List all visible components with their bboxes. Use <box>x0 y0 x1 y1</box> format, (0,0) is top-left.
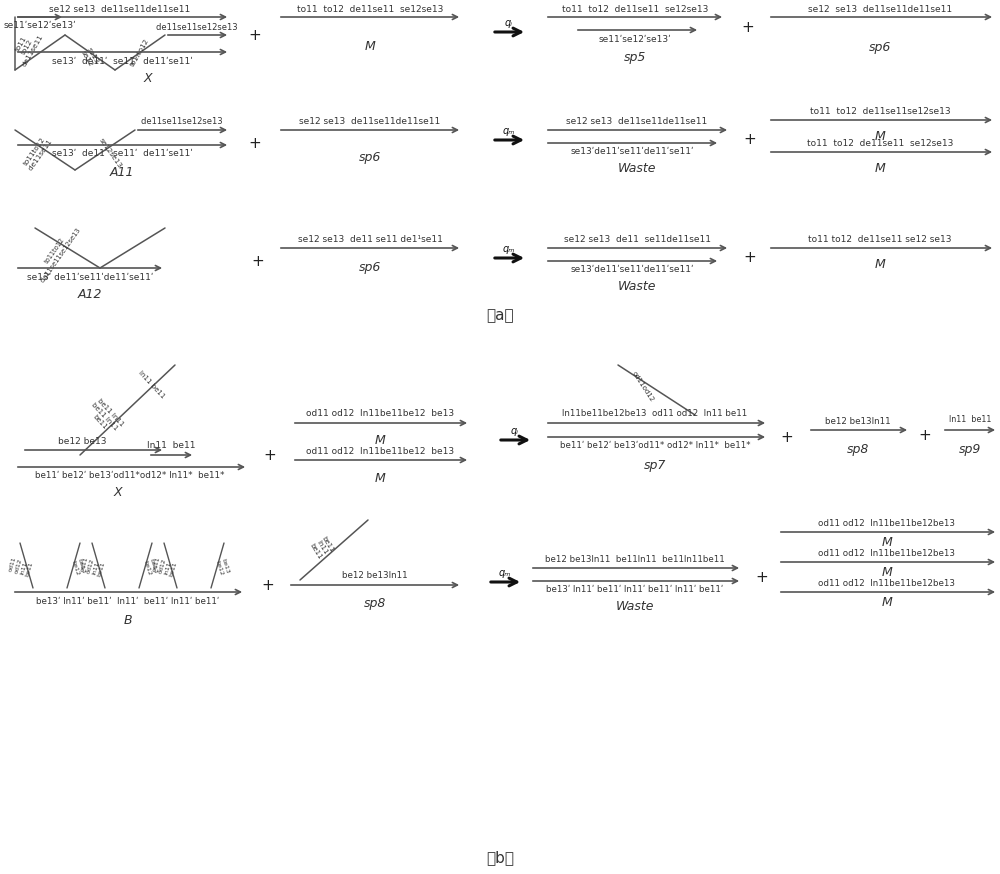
Text: od11 od12  ln11​be11​be12​be13: od11 od12 ln11​be11​be12​be13 <box>818 518 956 528</box>
Text: A12: A12 <box>78 288 102 301</box>
Text: X: X <box>114 485 122 498</box>
Text: sp8: sp8 <box>364 596 386 609</box>
Text: +: + <box>249 27 261 43</box>
Text: +: + <box>742 20 754 36</box>
Text: Waste: Waste <box>618 162 656 175</box>
Text: be13
be12: be13 be12 <box>215 558 229 576</box>
Text: +: + <box>781 429 793 445</box>
Text: se11ʹse12ʹse13ʹ: se11ʹse12ʹse13ʹ <box>4 22 76 31</box>
Text: +: + <box>756 571 768 586</box>
Text: be11ʹ be12ʹ be13ʹod11* od12* ln11*  be11*: be11ʹ be12ʹ be13ʹod11* od12* ln11* be11* <box>560 441 750 450</box>
Text: od11
od12
ln11
be11: od11 od12 ln11 be11 <box>80 556 106 578</box>
Text: se12 se13  de11​se11​de11​se11: se12 se13 de11​se11​de11​se11 <box>566 117 708 127</box>
Text: M: M <box>875 259 885 272</box>
Text: M: M <box>375 471 385 484</box>
Text: sp7: sp7 <box>644 459 666 471</box>
Text: Waste: Waste <box>618 280 656 293</box>
Text: se12  se13  de11​se11​de11​se11: se12 se13 de11​se11​de11​se11 <box>808 4 952 13</box>
Text: sp6: sp6 <box>359 261 381 274</box>
Text: od11 od12  ln11​be11​be12​be13: od11 od12 ln11​be11​be12​be13 <box>818 549 956 558</box>
Text: sp6: sp6 <box>869 40 891 53</box>
Text: qₘ: qₘ <box>499 568 511 578</box>
Text: se13ʹde11ʹse11ʹde11ʹse11ʹ: se13ʹde11ʹse11ʹde11ʹse11ʹ <box>570 266 694 274</box>
Text: sp5: sp5 <box>624 51 646 64</box>
Text: od11
od12
ln11
be11: od11 od12 ln11 be11 <box>8 556 34 578</box>
Text: to11  to12  de11​se11  se12se13: to11 to12 de11​se11 se12se13 <box>297 4 443 13</box>
Text: se12 se13  de11​se11​de11​se11: se12 se13 de11​se11​de11​se11 <box>49 4 191 13</box>
Text: M: M <box>365 40 375 53</box>
Text: +: + <box>264 447 276 462</box>
Text: be12 be13​ln11: be12 be13​ln11 <box>825 417 891 426</box>
Text: be12 be13​ln11: be12 be13​ln11 <box>342 572 408 580</box>
Text: od11 od12  ln11​be11​be12​be13: od11 od12 ln11​be11​be12​be13 <box>818 579 956 587</box>
Text: to11 to12  de11​se11 se12 se13: to11 to12 de11​se11 se12 se13 <box>808 235 952 245</box>
Text: +: + <box>249 135 261 150</box>
Text: be13ʹ ln11ʹ be11ʹ ln11ʹ be11ʹ ln11ʹ be11ʹ: be13ʹ ln11ʹ be11ʹ ln11ʹ be11ʹ ln11ʹ be11… <box>546 586 724 594</box>
Text: de11​se11​se12​se13: de11​se11​se12​se13 <box>141 117 223 127</box>
Text: se13ʹ  de11ʹ  se11ʹ  de11ʹse11ʹ: se13ʹ de11ʹ se11ʹ de11ʹse11ʹ <box>52 149 192 158</box>
Text: od11od12: od11od12 <box>631 371 655 404</box>
Text: to11
to12
de11se11: to11 to12 de11se11 <box>9 26 45 67</box>
Text: be12 be13​ln11  be11​ln11  be11​ln11​be11: be12 be13​ln11 be11​ln11 be11​ln11​be11 <box>545 554 725 564</box>
Text: be11
ln11
be11: be11 ln11 be11 <box>309 535 335 561</box>
Text: se12se13: se12se13 <box>98 137 122 169</box>
Text: se11ʹse12ʹse13ʹ: se11ʹse12ʹse13ʹ <box>599 34 671 44</box>
Text: M: M <box>875 162 885 175</box>
Text: M: M <box>882 565 892 579</box>
Text: sp9: sp9 <box>959 442 981 455</box>
Text: M: M <box>882 595 892 608</box>
Text: se12 se13  de11 se11 de1¹se11: se12 se13 de11 se11 de1¹se11 <box>298 235 442 245</box>
Text: od11
od12
ln11
be11: od11 od12 ln11 be11 <box>152 556 178 578</box>
Text: ln11 be11: ln11 be11 <box>138 370 166 400</box>
Text: od11 od12  ln11​be11​be12  be13: od11 od12 ln11​be11​be12 be13 <box>306 410 454 419</box>
Text: to11to12
de11​se11​se12se13: to11to12 de11​se11​se12se13 <box>34 223 82 283</box>
Text: to11  to12  de11​se11  se12se13: to11 to12 de11​se11 se12se13 <box>562 4 708 13</box>
Text: be13
be12: be13 be12 <box>71 558 85 576</box>
Text: +: + <box>252 254 264 269</box>
Text: to11to12
de11​se11: to11to12 de11​se11 <box>22 135 54 171</box>
Text: A11: A11 <box>110 165 134 178</box>
Text: se12 se13  de11​se11​de11​se11: se12 se13 de11​se11​de11​se11 <box>299 117 441 127</box>
Text: qₘ: qₘ <box>503 126 515 136</box>
Text: to11  to12  de11​se11  se12se13: to11 to12 de11​se11 se12se13 <box>807 140 953 149</box>
Text: se13
se12: se13 se12 <box>80 46 100 68</box>
Text: ln11  be11: ln11 be11 <box>949 415 991 425</box>
Text: se13ʹde11ʹse11ʹde11ʹse11ʹ: se13ʹde11ʹse11ʹde11ʹse11ʹ <box>570 148 694 156</box>
Text: be11ʹ be12ʹ be13ʹod11*od12* ln11*  be11*: be11ʹ be12ʹ be13ʹod11*od12* ln11* be11* <box>35 471 225 481</box>
Text: be13
be12: be13 be12 <box>143 558 157 576</box>
Text: +: + <box>744 133 756 148</box>
Text: qᵢ: qᵢ <box>511 426 519 436</box>
Text: X: X <box>144 72 152 85</box>
Text: od11 od12  ln11​be11​be12  be13: od11 od12 ln11​be11​be12 be13 <box>306 447 454 455</box>
Text: sp6: sp6 <box>359 150 381 163</box>
Text: se13ʹ  de11ʹ  se11ʹ  de11ʹse11ʹ: se13ʹ de11ʹ se11ʹ de11ʹse11ʹ <box>52 57 192 66</box>
Text: se13ʹ de11ʹse11ʹde11ʹse11ʹ: se13ʹ de11ʹse11ʹde11ʹse11ʹ <box>27 273 153 281</box>
Text: ln11​be11​be12​be13  od11 od12  ln11 be11: ln11​be11​be12​be13 od11 od12 ln11 be11 <box>562 410 748 419</box>
Text: se12 se13  de11  ​se11​de11​se11: se12 se13 de11 ​se11​de11​se11 <box>564 235 710 245</box>
Text: ln11  be11: ln11 be11 <box>147 441 195 450</box>
Text: qₘ: qₘ <box>503 244 515 254</box>
Text: Waste: Waste <box>616 600 654 614</box>
Text: +: + <box>744 251 756 266</box>
Text: （b）: （b） <box>486 850 514 865</box>
Text: B: B <box>124 614 132 627</box>
Text: to1₁to12: to1₁to12 <box>130 37 150 67</box>
Text: M: M <box>882 536 892 549</box>
Text: sp8: sp8 <box>847 442 869 455</box>
Text: +: + <box>262 578 274 593</box>
Text: +: + <box>919 427 931 442</box>
Text: de11​se11​se12​se13: de11​se11​se12​se13 <box>156 23 238 31</box>
Text: be13ʹ ln11ʹ be11ʹ  ln11ʹ  be11ʹ ln11ʹ be11ʹ: be13ʹ ln11ʹ be11ʹ ln11ʹ be11ʹ ln11ʹ be11… <box>36 598 220 607</box>
Text: be12 be13: be12 be13 <box>58 436 106 446</box>
Text: be11 ln11
be11 ln11
be11: be11 ln11 be11 ln11 be11 <box>86 398 124 437</box>
Text: qᵢ: qᵢ <box>505 18 513 28</box>
Text: M: M <box>875 129 885 142</box>
Text: to11  to12  de11​se11​se12​se13: to11 to12 de11​se11​se12​se13 <box>810 108 950 116</box>
Text: （a）: （a） <box>486 309 514 323</box>
Text: M: M <box>375 434 385 447</box>
